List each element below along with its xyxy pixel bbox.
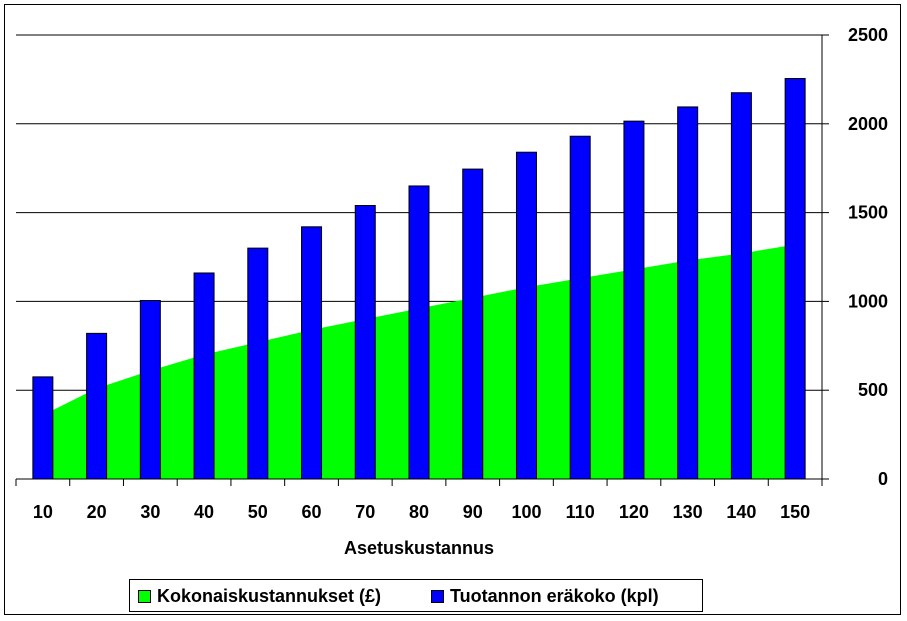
- x-tick-label: 90: [463, 502, 483, 522]
- bar: [193, 272, 215, 480]
- bar: [730, 92, 752, 480]
- legend-item-total-cost: Kokonaiskustannukset (£): [138, 586, 381, 606]
- y-tick-label: 2500: [848, 25, 888, 45]
- bar: [784, 78, 806, 480]
- bar: [301, 226, 323, 480]
- bar: [623, 120, 645, 480]
- y-tick-label: 0: [878, 469, 888, 489]
- bar: [515, 151, 537, 480]
- x-tick-label: 20: [87, 502, 107, 522]
- bar: [139, 300, 161, 480]
- x-tick-label: 110: [566, 502, 595, 522]
- y-tick-label: 1000: [848, 291, 888, 311]
- legend: Kokonaiskustannukset (£) Tuotannon eräko…: [129, 579, 703, 612]
- legend-swatch-green: [138, 589, 151, 603]
- x-tick-label: 100: [511, 502, 541, 522]
- x-tick-label: 130: [673, 502, 703, 522]
- y-tick-label: 500: [858, 380, 888, 400]
- bar: [569, 135, 591, 480]
- bar: [354, 204, 376, 480]
- legend-swatch-blue: [431, 589, 444, 603]
- bar: [247, 247, 269, 480]
- y-tick-label: 1500: [848, 203, 888, 223]
- bar: [86, 332, 108, 480]
- x-tick-label: 80: [409, 502, 429, 522]
- y-tick-labels: 0 500 1000 1500 2000 2500: [848, 25, 888, 489]
- x-tick-label: 70: [355, 502, 375, 522]
- x-tick-label: 60: [302, 502, 322, 522]
- axes: [15, 34, 829, 486]
- x-tick-labels: 10 20 30 40 50 60 70 80 90 100 110 120 130 140 150: [33, 502, 810, 522]
- x-axis-title: Asetuskustannus: [344, 538, 494, 558]
- bar: [677, 106, 699, 480]
- bar: [462, 168, 484, 480]
- x-tick-label: 50: [248, 502, 268, 522]
- x-tick-label: 10: [33, 502, 53, 522]
- x-tick-label: 140: [726, 502, 756, 522]
- y-tick-label: 2000: [848, 114, 888, 134]
- x-tick-label: 150: [780, 502, 810, 522]
- legend-item-batch-size: Tuotannon eräkoko (kpl): [431, 586, 659, 606]
- bar: [32, 376, 54, 480]
- bar: [408, 185, 430, 480]
- bar-series-batch-size: [32, 78, 806, 480]
- x-tick-label: 30: [140, 502, 160, 522]
- chart-frame: [4, 4, 901, 615]
- legend-label-total-cost: Kokonaiskustannukset (£): [157, 585, 382, 606]
- legend-label-batch-size: Tuotannon eräkoko (kpl): [450, 585, 659, 606]
- x-tick-label: 120: [619, 502, 649, 522]
- x-tick-label: 40: [194, 502, 214, 522]
